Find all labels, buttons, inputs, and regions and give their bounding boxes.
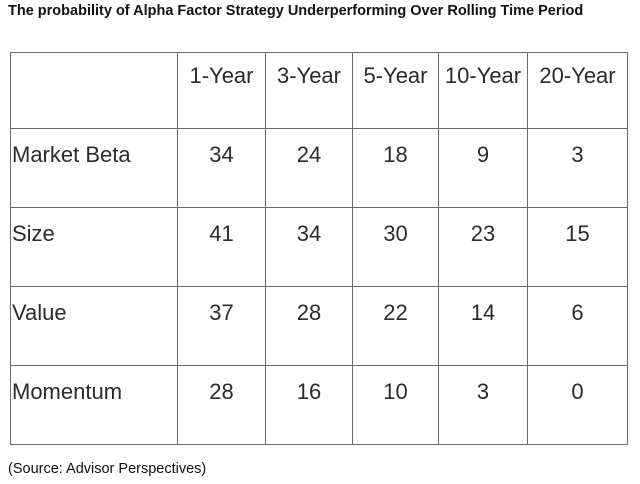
table-cell: 18 (352, 128, 439, 208)
table-cell: 14 (438, 286, 528, 366)
row-label: Value (10, 286, 178, 366)
table-cell: 15 (527, 207, 628, 287)
table-cell: 34 (265, 207, 353, 287)
table-cell: 9 (438, 128, 528, 208)
table-cell: 10 (352, 365, 439, 445)
table-cell: 28 (177, 365, 266, 445)
probability-table: 1-Year 3-Year 5-Year 10-Year 20-Year Mar… (10, 52, 628, 445)
table-row: Momentum 28 16 10 3 0 (10, 365, 628, 445)
column-header: 1-Year (177, 52, 266, 129)
table-cell: 22 (352, 286, 439, 366)
column-header: 3-Year (265, 52, 353, 129)
column-header: 5-Year (352, 52, 439, 129)
row-label: Size (10, 207, 178, 287)
table-cell: 24 (265, 128, 353, 208)
header-row: 1-Year 3-Year 5-Year 10-Year 20-Year (10, 52, 628, 129)
table-cell: 23 (438, 207, 528, 287)
table-cell: 3 (527, 128, 628, 208)
table-cell: 6 (527, 286, 628, 366)
table-cell: 0 (527, 365, 628, 445)
table-row: Value 37 28 22 14 6 (10, 286, 628, 366)
row-label: Momentum (10, 365, 178, 445)
table-cell: 34 (177, 128, 266, 208)
table-title: The probability of Alpha Factor Strategy… (8, 3, 584, 19)
table-cell: 30 (352, 207, 439, 287)
table-cell: 37 (177, 286, 266, 366)
table-row: Size 41 34 30 23 15 (10, 207, 628, 287)
table-cell: 28 (265, 286, 353, 366)
column-header: 20-Year (527, 52, 628, 129)
table-cell: 3 (438, 365, 528, 445)
table-cell: 41 (177, 207, 266, 287)
table-cell: 16 (265, 365, 353, 445)
column-header: 10-Year (438, 52, 528, 129)
row-label: Market Beta (10, 128, 178, 208)
table-row: Market Beta 34 24 18 9 3 (10, 128, 628, 208)
corner-cell (10, 52, 178, 129)
source-note: (Source: Advisor Perspectives) (8, 461, 207, 477)
